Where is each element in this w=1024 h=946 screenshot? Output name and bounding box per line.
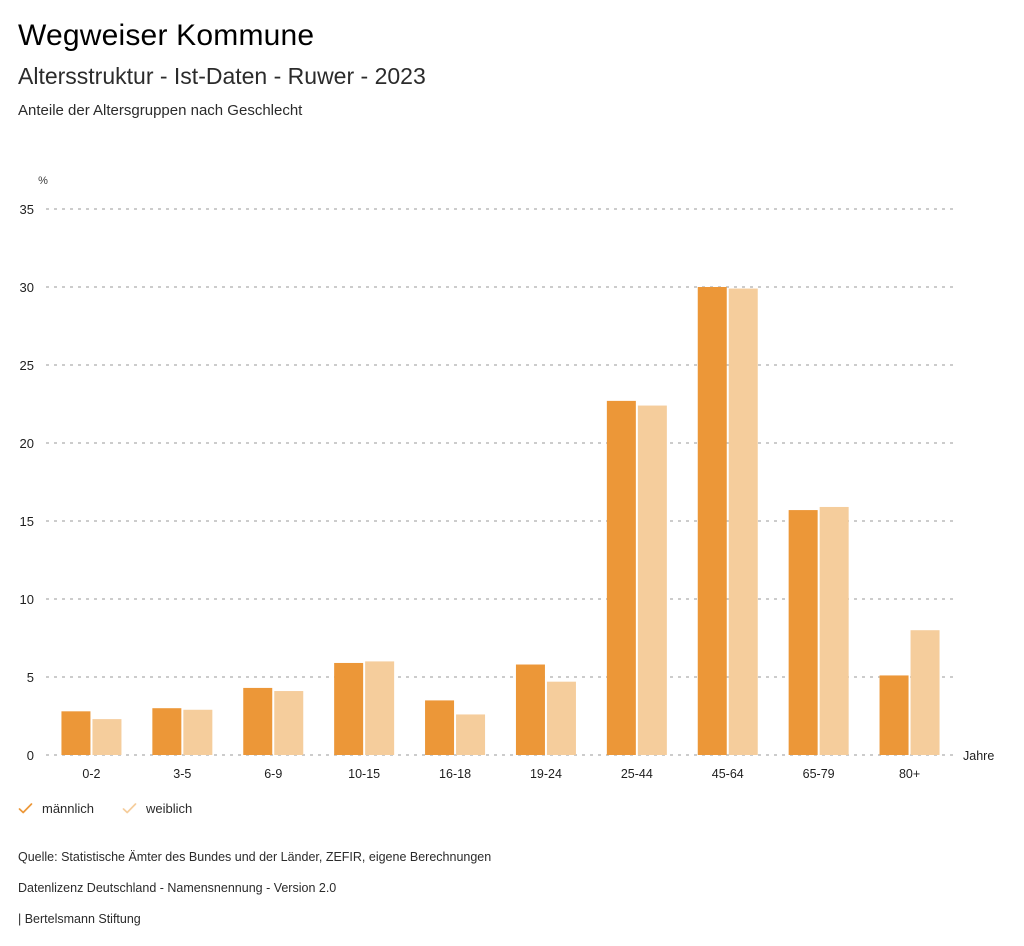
y-axis-tick-label: 30 — [20, 280, 34, 295]
bar[interactable] — [728, 288, 758, 755]
bar[interactable] — [152, 708, 182, 755]
x-axis-tick-label: 80+ — [899, 767, 920, 781]
chart-header: Wegweiser Kommune Altersstruktur - Ist-D… — [0, 0, 1024, 122]
chart-legend: männlich weiblich — [18, 801, 192, 816]
footer-line: Quelle: Statistische Ämter des Bundes un… — [18, 850, 492, 864]
check-icon — [18, 801, 33, 816]
y-axis-tick-label: 10 — [20, 592, 34, 607]
bar[interactable] — [515, 664, 545, 755]
bar[interactable] — [637, 405, 667, 755]
check-icon — [122, 801, 137, 816]
chart-sub-subtitle: Anteile der Altersgruppen nach Geschlech… — [18, 102, 303, 119]
x-axis-tick-label: 16-18 — [439, 767, 471, 781]
bar[interactable] — [910, 630, 940, 755]
footer-line: Datenlizenz Deutschland - Namensnennung … — [18, 881, 337, 895]
bar[interactable] — [697, 287, 727, 755]
bar[interactable] — [365, 661, 395, 755]
y-axis-tick-label: 0 — [27, 748, 34, 763]
bar[interactable] — [61, 711, 91, 755]
bar[interactable] — [879, 675, 909, 755]
legend-label: männlich — [42, 801, 95, 816]
bar[interactable] — [92, 719, 122, 755]
bar[interactable] — [183, 709, 213, 755]
footer-line: | Bertelsmann Stiftung — [18, 912, 141, 926]
bar[interactable] — [334, 662, 364, 755]
chart-subtitle: Altersstruktur - Ist-Daten - Ruwer - 202… — [18, 63, 426, 89]
legend-item-maennlich[interactable]: männlich — [18, 801, 94, 816]
y-axis-tick-label: 5 — [27, 670, 34, 685]
bar[interactable] — [425, 700, 455, 755]
y-axis-tick-label: 35 — [20, 202, 34, 217]
x-axis-tick-label: 3-5 — [173, 767, 191, 781]
y-axis-tick-label: 20 — [20, 436, 34, 451]
x-axis-tick-label: 25-44 — [621, 767, 653, 781]
bar[interactable] — [606, 400, 636, 755]
x-axis-tick-label: 10-15 — [348, 767, 380, 781]
bar[interactable] — [456, 714, 486, 755]
bar[interactable] — [819, 506, 849, 755]
bar[interactable] — [243, 687, 273, 755]
x-axis-tick-label: 6-9 — [264, 767, 282, 781]
x-axis-unit-label: Jahre — [963, 749, 994, 763]
x-axis-tick-label: 19-24 — [530, 767, 562, 781]
x-axis-tick-label: 65-79 — [803, 767, 835, 781]
x-axis-tick-label: 45-64 — [712, 767, 744, 781]
y-axis-tick-label: 25 — [20, 358, 34, 373]
bar[interactable] — [546, 681, 576, 755]
page-title: Wegweiser Kommune — [18, 19, 315, 52]
bar[interactable] — [274, 691, 304, 755]
y-axis-tick-label: 15 — [20, 514, 34, 529]
x-axis-tick-label: 0-2 — [82, 767, 100, 781]
legend-item-weiblich[interactable]: weiblich — [122, 801, 192, 816]
chart-footer: Quelle: Statistische Ämter des Bundes un… — [18, 842, 918, 935]
legend-label: weiblich — [146, 801, 193, 816]
y-axis-unit-label: % — [38, 175, 48, 187]
bar[interactable] — [788, 510, 818, 755]
